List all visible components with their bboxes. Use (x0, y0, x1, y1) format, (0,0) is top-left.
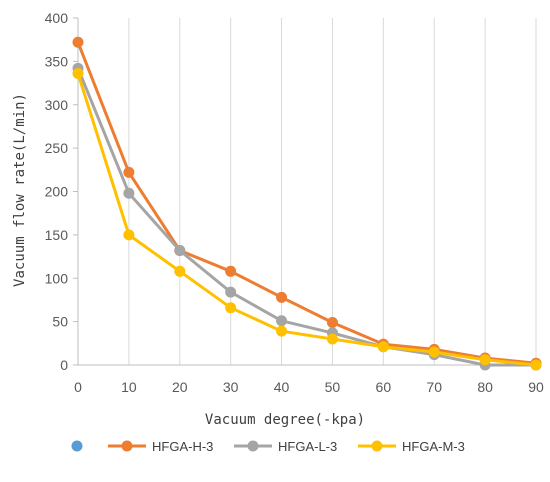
x-tick-label-20: 20 (172, 379, 188, 395)
x-tick-label-50: 50 (325, 379, 341, 395)
data-point-HFGA-M-3-60 (377, 341, 389, 353)
y-tick-label-50: 50 (52, 314, 68, 330)
data-point-HFGA-M-3-10 (123, 229, 135, 241)
legend-marker-HFGA-H-3 (121, 440, 133, 452)
grid-lines (128, 18, 537, 365)
x-tick-label-40: 40 (274, 379, 290, 395)
x-tick-labels: 0 10 20 30 40 50 60 70 80 90 (74, 379, 544, 395)
y-tick-labels: 0 50 100 150 200 250 300 350 400 (45, 10, 69, 373)
x-tick-label-90: 90 (528, 379, 544, 395)
legend: HFGA-H-3 HFGA-L-3 HFGA-M-3 (71, 439, 465, 454)
y-tick-label-350: 350 (45, 53, 69, 69)
y-tick-label-400: 400 (45, 10, 69, 26)
series-line-HFGA-L-3 (76, 66, 538, 367)
series-HFGA-L-3 (72, 62, 542, 371)
legend-marker-HFGA-M-3 (371, 440, 383, 452)
data-point-HFGA-H-3-50 (326, 316, 338, 328)
legend-label-HFGA-H-3: HFGA-H-3 (152, 439, 213, 454)
series-HFGA-M-3 (72, 68, 542, 371)
series-line-HFGA-M-3 (76, 72, 538, 367)
x-tick-label-70: 70 (426, 379, 442, 395)
data-point-HFGA-H-3-10 (123, 166, 135, 178)
data-point-HFGA-M-3-0 (72, 68, 84, 80)
data-point-HFGA-L-3-30 (225, 286, 237, 298)
data-point-HFGA-M-3-80 (479, 354, 491, 366)
data-point-HFGA-M-3-30 (225, 302, 237, 314)
y-tick-label-100: 100 (45, 270, 69, 286)
legend-marker-unlabeled (71, 440, 83, 452)
data-point-HFGA-M-3-50 (326, 333, 338, 345)
x-tick-label-80: 80 (477, 379, 493, 395)
x-tick-label-60: 60 (376, 379, 392, 395)
data-point-HFGA-H-3-40 (276, 291, 288, 303)
y-tick-label-250: 250 (45, 140, 69, 156)
x-axis-title: Vacuum degree(-kpa) (205, 412, 365, 428)
data-point-HFGA-L-3-40 (276, 315, 288, 327)
legend-label-HFGA-L-3: HFGA-L-3 (278, 439, 337, 454)
data-series (72, 36, 542, 371)
legend-label-HFGA-M-3: HFGA-M-3 (402, 439, 465, 454)
series-line-HFGA-H-3 (76, 40, 538, 365)
y-axis-title: Vacuum flow rate(L/min) (12, 93, 28, 287)
x-tick-label-0: 0 (74, 379, 82, 395)
data-point-HFGA-H-3-0 (72, 36, 84, 48)
data-point-HFGA-M-3-20 (174, 265, 186, 277)
data-point-HFGA-L-3-20 (174, 244, 186, 256)
series-HFGA-H-3 (72, 36, 542, 369)
y-tick-label-150: 150 (45, 227, 69, 243)
data-point-HFGA-L-3-10 (123, 187, 135, 199)
data-point-HFGA-M-3-40 (276, 325, 288, 337)
x-tick-label-10: 10 (121, 379, 137, 395)
legend-marker-HFGA-L-3 (247, 440, 259, 452)
x-tick-label-30: 30 (223, 379, 239, 395)
data-point-HFGA-H-3-30 (225, 265, 237, 277)
y-tick-label-200: 200 (45, 184, 69, 200)
y-tick-label-300: 300 (45, 97, 69, 113)
data-point-HFGA-M-3-70 (428, 346, 440, 358)
data-point-HFGA-M-3-90 (530, 359, 542, 371)
y-tick-label-0: 0 (60, 357, 68, 373)
